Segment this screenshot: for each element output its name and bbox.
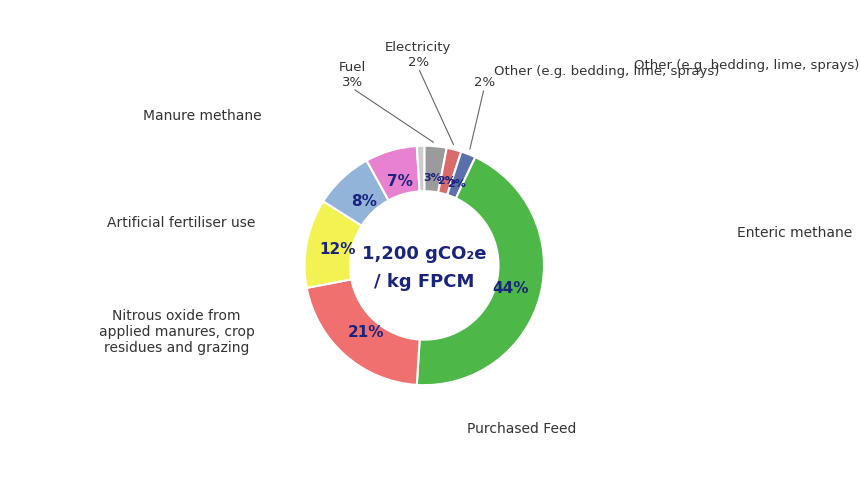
Text: 2%: 2% xyxy=(473,76,494,89)
Text: Fuel
3%: Fuel 3% xyxy=(338,61,366,89)
Text: 2%: 2% xyxy=(447,179,466,189)
Text: Enteric methane: Enteric methane xyxy=(736,226,852,239)
Text: Artificial fertiliser use: Artificial fertiliser use xyxy=(107,216,255,229)
Wedge shape xyxy=(304,202,362,288)
Text: Manure methane: Manure methane xyxy=(143,109,262,123)
Text: 12%: 12% xyxy=(319,242,355,257)
Wedge shape xyxy=(417,158,543,385)
Text: Other (e.g. bedding, lime, sprays): Other (e.g. bedding, lime, sprays) xyxy=(493,65,718,78)
Wedge shape xyxy=(366,147,419,201)
Text: 3%: 3% xyxy=(423,173,442,183)
Wedge shape xyxy=(424,147,446,193)
Wedge shape xyxy=(447,152,474,199)
Wedge shape xyxy=(307,280,419,385)
Text: 21%: 21% xyxy=(347,325,383,340)
Wedge shape xyxy=(323,161,388,226)
Text: Electricity
2%: Electricity 2% xyxy=(385,41,451,69)
Text: / kg FPCM: / kg FPCM xyxy=(374,272,474,290)
Wedge shape xyxy=(417,147,424,192)
Text: Purchased Feed: Purchased Feed xyxy=(467,422,575,435)
Text: 2%: 2% xyxy=(437,175,455,185)
Wedge shape xyxy=(437,149,461,196)
Text: Other (e.g. bedding, lime, sprays): Other (e.g. bedding, lime, sprays) xyxy=(633,59,858,72)
Text: 1,200 gCO₂e: 1,200 gCO₂e xyxy=(362,245,486,263)
Text: 8%: 8% xyxy=(350,194,376,209)
Text: Nitrous oxide from
applied manures, crop
residues and grazing: Nitrous oxide from applied manures, crop… xyxy=(99,308,254,355)
Text: 7%: 7% xyxy=(387,173,412,188)
Text: 44%: 44% xyxy=(492,280,528,295)
